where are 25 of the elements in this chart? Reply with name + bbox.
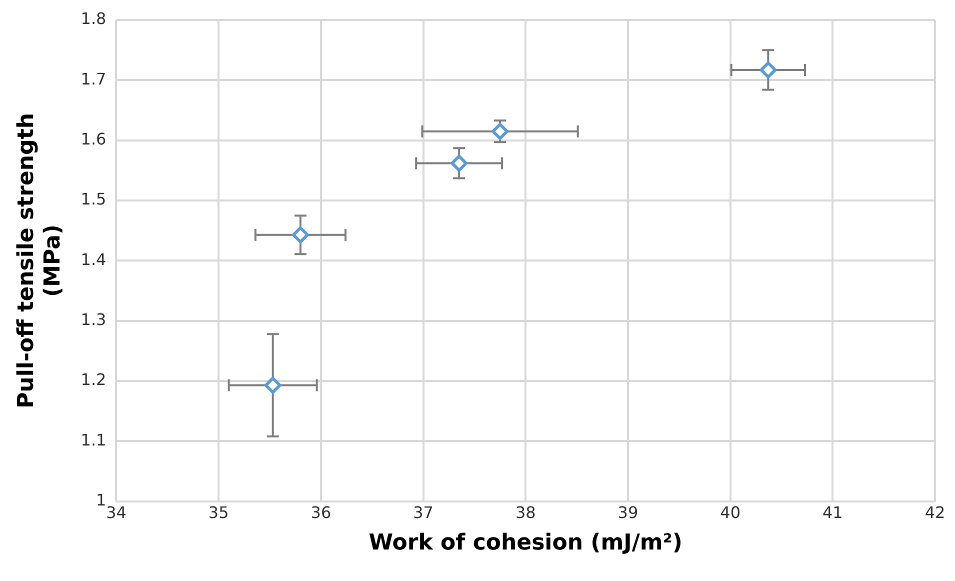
point [760,61,777,78]
x-tick-label: 36 [310,503,332,522]
point [292,226,309,244]
x-tick-label: 38 [515,503,536,522]
y-tick-label: 1.8 [80,9,106,28]
x-tick-label: 35 [208,503,229,522]
y-tick-label: 1.3 [80,310,106,330]
x-tick-label: 42 [924,503,946,522]
y-axis-title: Pull-off tensile strength (MPa) [14,112,66,408]
x-tick-label: 34 [106,503,126,522]
y-tick-label: 1.1 [80,430,106,450]
y-tick-label: 1.4 [80,250,106,269]
y-tick-label: 1.2 [80,370,106,390]
y-tick-label: 1.6 [80,130,106,149]
point [450,154,468,172]
point [264,376,282,394]
x-tick-label: 37 [413,503,434,522]
x-tick-label: 40 [720,503,740,522]
x-tick-label: 41 [822,503,843,522]
point [492,122,509,140]
x-tick-label: 39 [618,503,638,522]
y-tick-label: 1 [96,490,106,510]
y-tick-label: 1.5 [80,190,106,209]
y-tick-label: 1.7 [80,69,106,88]
x-axis-title: Work of cohesion (mJ/m²) [368,530,682,556]
